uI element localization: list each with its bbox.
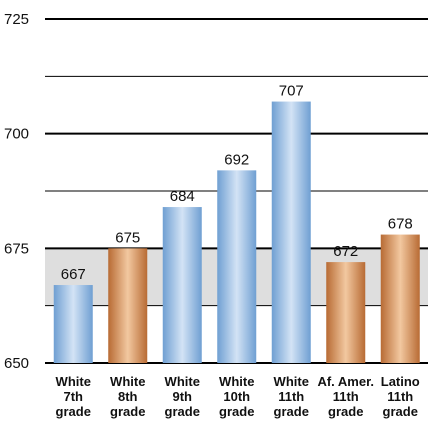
y-tick-label: 650	[4, 355, 29, 372]
bar	[162, 207, 202, 363]
x-category-label: 11th	[278, 389, 304, 404]
x-category-label: grade	[383, 404, 418, 419]
x-category-label: grade	[219, 404, 254, 419]
x-category-label: grade	[165, 404, 200, 419]
y-tick-label: 725	[4, 11, 29, 28]
data-labels-layer: 667 675 684 692 707 672 678	[61, 83, 413, 283]
x-category-label: White	[165, 374, 200, 389]
data-label: 667	[61, 266, 86, 283]
x-category-label: grade	[274, 404, 309, 419]
data-label: 692	[224, 151, 249, 168]
x-category-label: White	[219, 374, 254, 389]
x-category-label: White	[110, 374, 145, 389]
bar	[380, 234, 420, 363]
bars-layer	[53, 101, 420, 363]
y-axis-tick-labels: 650 675 700 725	[4, 11, 29, 372]
x-category-label: grade	[328, 404, 363, 419]
bar	[108, 248, 148, 363]
x-category-label: grade	[56, 404, 91, 419]
y-tick-label: 700	[4, 126, 29, 143]
data-label: 678	[388, 216, 413, 233]
x-category-label: grade	[110, 404, 145, 419]
y-tick-label: 675	[4, 240, 29, 257]
data-label: 707	[279, 83, 304, 100]
category-labels-layer: White7thgradeWhite8thgradeWhite9thgradeW…	[56, 374, 420, 419]
data-label: 672	[333, 243, 358, 260]
x-category-label: Latino	[381, 374, 420, 389]
x-category-label: 8th	[118, 389, 138, 404]
x-category-label: 7th	[64, 389, 84, 404]
x-category-label: Af. Amer.	[317, 374, 374, 389]
x-category-label: 10th	[223, 389, 250, 404]
x-category-label: White	[274, 374, 309, 389]
bar	[271, 101, 311, 363]
bar	[53, 285, 93, 363]
x-category-label: 9th	[173, 389, 193, 404]
bar	[326, 262, 366, 363]
data-label: 675	[115, 229, 140, 246]
bar	[217, 170, 257, 363]
x-category-label: 11th	[387, 389, 413, 404]
x-category-label: White	[56, 374, 91, 389]
x-category-label: 11th	[333, 389, 359, 404]
data-label: 684	[170, 188, 195, 205]
